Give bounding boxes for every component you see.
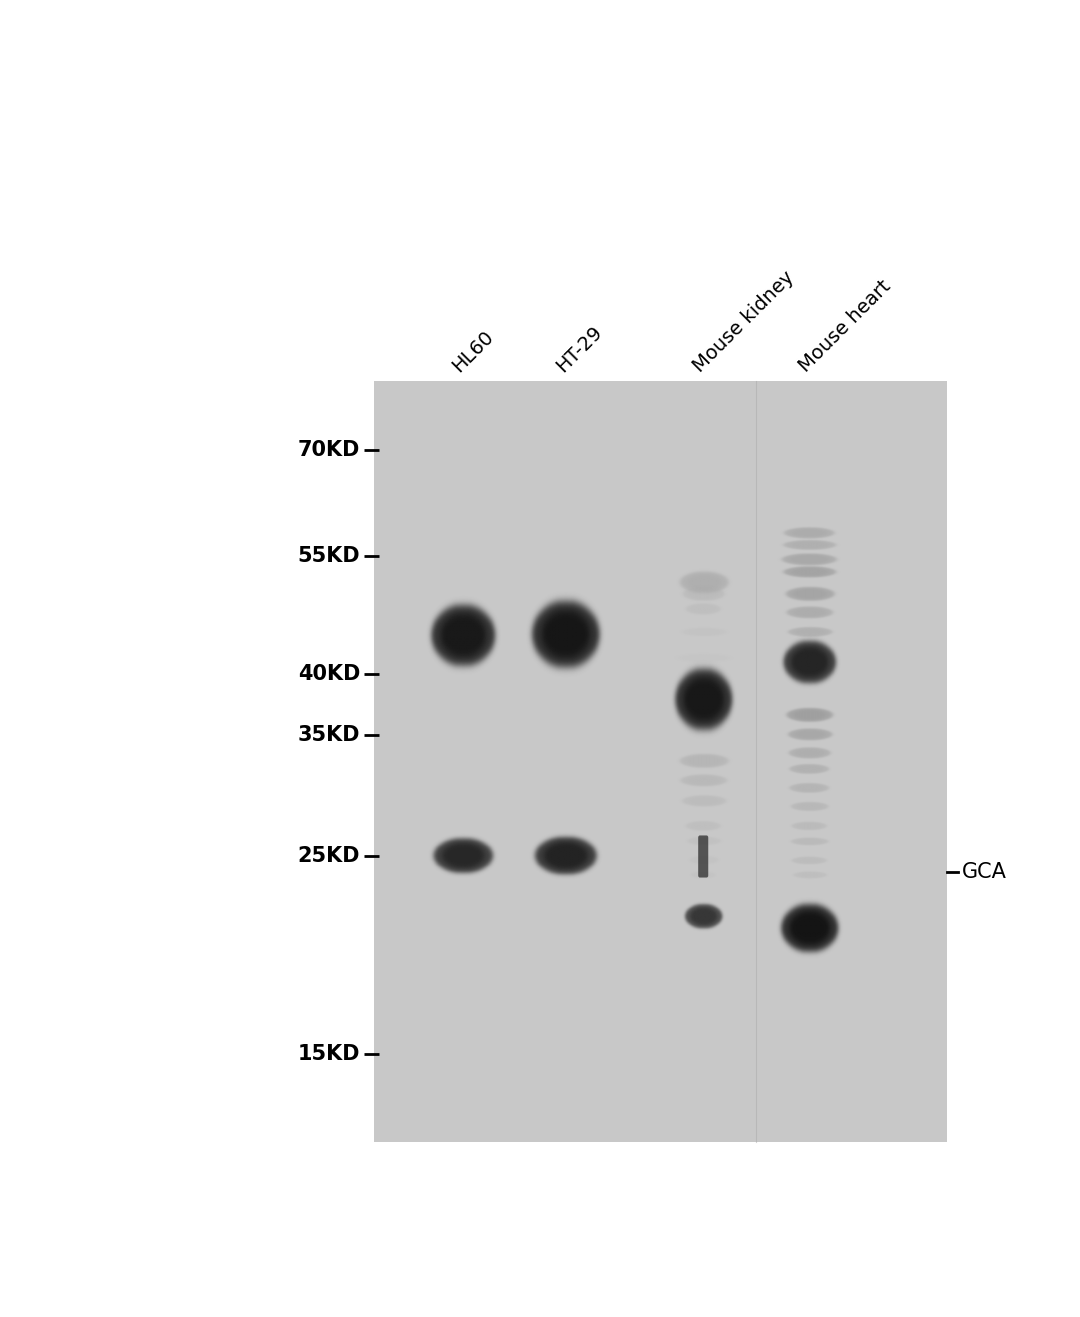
Text: 35KD: 35KD — [298, 724, 360, 745]
Text: HL60: HL60 — [449, 328, 498, 377]
Bar — [374, 381, 947, 1142]
Text: Mouse heart: Mouse heart — [796, 277, 895, 377]
Text: 25KD: 25KD — [298, 847, 360, 867]
Text: 70KD: 70KD — [298, 440, 360, 460]
FancyBboxPatch shape — [698, 835, 708, 877]
Text: Mouse kidney: Mouse kidney — [690, 267, 798, 377]
Text: 15KD: 15KD — [298, 1044, 360, 1064]
Text: 55KD: 55KD — [297, 547, 360, 566]
Text: HT-29: HT-29 — [552, 323, 606, 377]
Text: GCA: GCA — [962, 861, 1007, 881]
Text: 40KD: 40KD — [298, 664, 360, 684]
